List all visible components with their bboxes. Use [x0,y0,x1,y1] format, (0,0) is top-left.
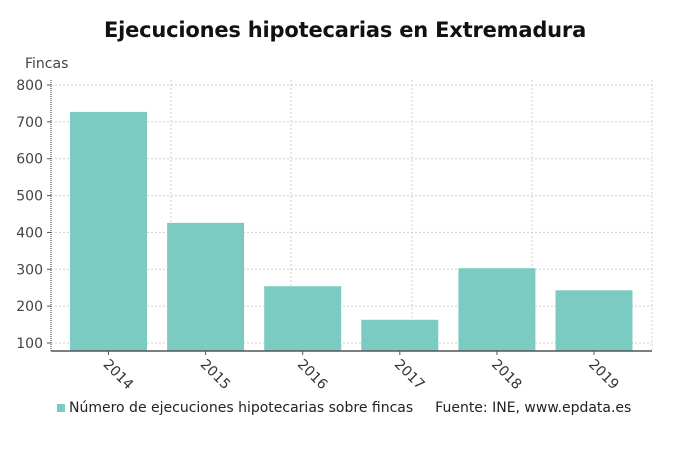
bar-2019 [555,290,633,351]
y-tick-label: 200 [16,299,43,315]
legend: Número de ejecuciones hipotecarias sobre… [57,400,631,416]
y-axis-label: Fincas [25,56,69,72]
bars [70,111,633,351]
y-tick-label: 500 [16,189,43,205]
y-axis-ticks: 100 200 300 400 500 600 700 800 [16,78,43,352]
x-tick-label: 2014 [100,357,137,394]
y-tick-label: 100 [16,336,43,352]
y-tick-label: 600 [16,152,43,168]
x-tick-label: 2017 [391,357,428,394]
y-tick-label: 300 [16,262,43,278]
x-tick-label: 2015 [197,357,234,394]
x-tick-label: 2016 [294,357,331,394]
bar-2016 [264,286,342,351]
bar-2015 [167,222,245,351]
y-tick-label: 800 [16,78,43,94]
legend-series-label: Número de ejecuciones hipotecarias sobre… [69,400,414,416]
axes [47,80,652,355]
y-tick-label: 700 [16,115,43,131]
source-credit: Fuente: INE, www.epdata.es [435,400,632,416]
legend-swatch-icon [57,404,65,412]
bar-2018 [458,268,536,351]
x-axis-ticks: 2014 2015 2016 2017 2018 2019 [100,357,622,394]
y-tick-label: 400 [16,225,43,241]
bar-2014 [70,111,147,351]
bar-2017 [361,319,439,351]
chart-title: Ejecuciones hipotecarias en Extremadura [103,18,587,42]
x-tick-label: 2019 [585,357,622,394]
x-tick-label: 2018 [488,357,525,394]
